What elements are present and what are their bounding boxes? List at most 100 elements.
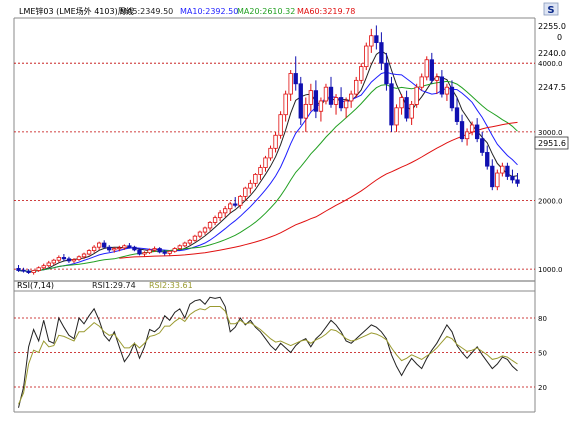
rsi-axis-ticks: 20 50 80 bbox=[538, 315, 547, 392]
candle-body bbox=[429, 59, 434, 81]
candle-body bbox=[505, 165, 510, 177]
candle-body bbox=[454, 107, 460, 122]
candle-body bbox=[253, 173, 258, 184]
candle-body bbox=[46, 262, 51, 267]
candle-body bbox=[515, 179, 520, 184]
candle-body bbox=[207, 222, 213, 229]
candle-body bbox=[152, 248, 157, 251]
candle-body bbox=[389, 83, 394, 126]
candle-body bbox=[278, 114, 283, 136]
candle-body bbox=[444, 86, 450, 95]
candle-body bbox=[424, 59, 429, 78]
candle-body bbox=[51, 259, 56, 264]
candle-body bbox=[338, 97, 344, 109]
candle-body bbox=[107, 246, 112, 251]
candle-body bbox=[313, 90, 319, 112]
candle-body bbox=[409, 103, 414, 119]
candle-body bbox=[86, 250, 92, 255]
ma10-label: MA10:2392.50 bbox=[180, 7, 238, 16]
candle-body bbox=[31, 270, 36, 273]
candle-body bbox=[384, 62, 389, 85]
candle-body bbox=[192, 235, 198, 241]
candle-body bbox=[91, 246, 97, 252]
candle-body bbox=[283, 93, 288, 116]
rsi-grid bbox=[14, 317, 535, 388]
candle-body bbox=[157, 248, 162, 253]
candle-body bbox=[41, 265, 46, 269]
candle-body bbox=[348, 93, 354, 102]
candle-body bbox=[394, 107, 399, 126]
candle-body bbox=[197, 231, 203, 237]
candle-body bbox=[268, 147, 273, 159]
indicator-switch-icon[interactable]: S bbox=[543, 2, 559, 16]
candle-body bbox=[76, 256, 82, 260]
ma5-label: MA5:2349.50 bbox=[120, 7, 173, 16]
price-tick-label: 2000.0 bbox=[538, 197, 563, 205]
candle-body bbox=[167, 250, 172, 254]
candle-body bbox=[500, 165, 505, 174]
candle-body bbox=[303, 103, 308, 119]
candle-body bbox=[112, 248, 117, 251]
candle-body bbox=[354, 79, 359, 95]
candle-body bbox=[258, 167, 263, 175]
candle-body bbox=[485, 152, 490, 167]
candle-body bbox=[439, 76, 445, 95]
candle-body bbox=[480, 138, 485, 153]
rsi-tick-label: 50 bbox=[538, 350, 547, 358]
candle-body bbox=[308, 90, 314, 105]
candle-body bbox=[177, 245, 182, 249]
moving-average-lines bbox=[18, 50, 518, 272]
candle-body bbox=[364, 45, 369, 68]
candle-body bbox=[459, 121, 465, 140]
candle-body bbox=[147, 249, 152, 254]
candle-body bbox=[182, 242, 188, 247]
rsi-tick-label: 20 bbox=[538, 384, 547, 392]
rsi2-label: RSI2:33.61 bbox=[149, 281, 193, 290]
candle-body bbox=[263, 157, 268, 168]
candle-body bbox=[399, 97, 404, 109]
candle-body bbox=[328, 86, 334, 105]
ma-line-ma60 bbox=[119, 121, 518, 259]
candle-body bbox=[61, 257, 67, 260]
candle-body bbox=[142, 252, 147, 255]
candle-body bbox=[66, 258, 72, 262]
price-tick-label: 3000.0 bbox=[538, 129, 563, 137]
rsi-lines bbox=[18, 296, 518, 408]
candle-body bbox=[510, 176, 515, 181]
ma-line-ma5 bbox=[18, 50, 518, 272]
price-tick-label: 1000.0 bbox=[538, 266, 563, 274]
candle-body bbox=[379, 42, 384, 64]
rsi-title: RSI(7,14) bbox=[17, 281, 54, 290]
candle-body bbox=[469, 124, 475, 133]
candle-body bbox=[132, 246, 137, 251]
ma-line-ma10 bbox=[18, 71, 518, 272]
candle-body bbox=[298, 83, 303, 119]
switch-icon-glyph: S bbox=[547, 5, 554, 16]
ma-line-ma20 bbox=[18, 80, 518, 272]
candle-body bbox=[369, 35, 374, 47]
price-axis-ticks: 1000.0 2000.0 3000.0 4000.0 bbox=[538, 60, 563, 274]
candle-body bbox=[36, 267, 41, 271]
candle-body bbox=[323, 86, 329, 102]
candle-body bbox=[248, 182, 253, 189]
readout-3: 2240.0 bbox=[538, 49, 566, 58]
candle-body bbox=[202, 227, 208, 233]
candle-body bbox=[102, 242, 107, 248]
candle-body bbox=[318, 100, 324, 112]
candle-body bbox=[81, 253, 87, 258]
candle-body bbox=[333, 97, 339, 105]
candle-body bbox=[212, 217, 218, 223]
candle-body bbox=[172, 248, 177, 252]
candle-body bbox=[71, 259, 77, 262]
candle-body bbox=[449, 86, 455, 109]
ma20-label: MA20:2610.32 bbox=[237, 7, 295, 16]
candle-body bbox=[414, 86, 419, 105]
candle-body bbox=[122, 245, 127, 249]
current-price-readout: 2951.6 bbox=[538, 139, 566, 148]
current-price-box bbox=[534, 136, 569, 150]
candle-body bbox=[21, 269, 26, 272]
rsi-line-rsi2 bbox=[18, 306, 518, 405]
price-tick-label: 4000.0 bbox=[538, 60, 563, 68]
candle-body bbox=[233, 203, 238, 206]
